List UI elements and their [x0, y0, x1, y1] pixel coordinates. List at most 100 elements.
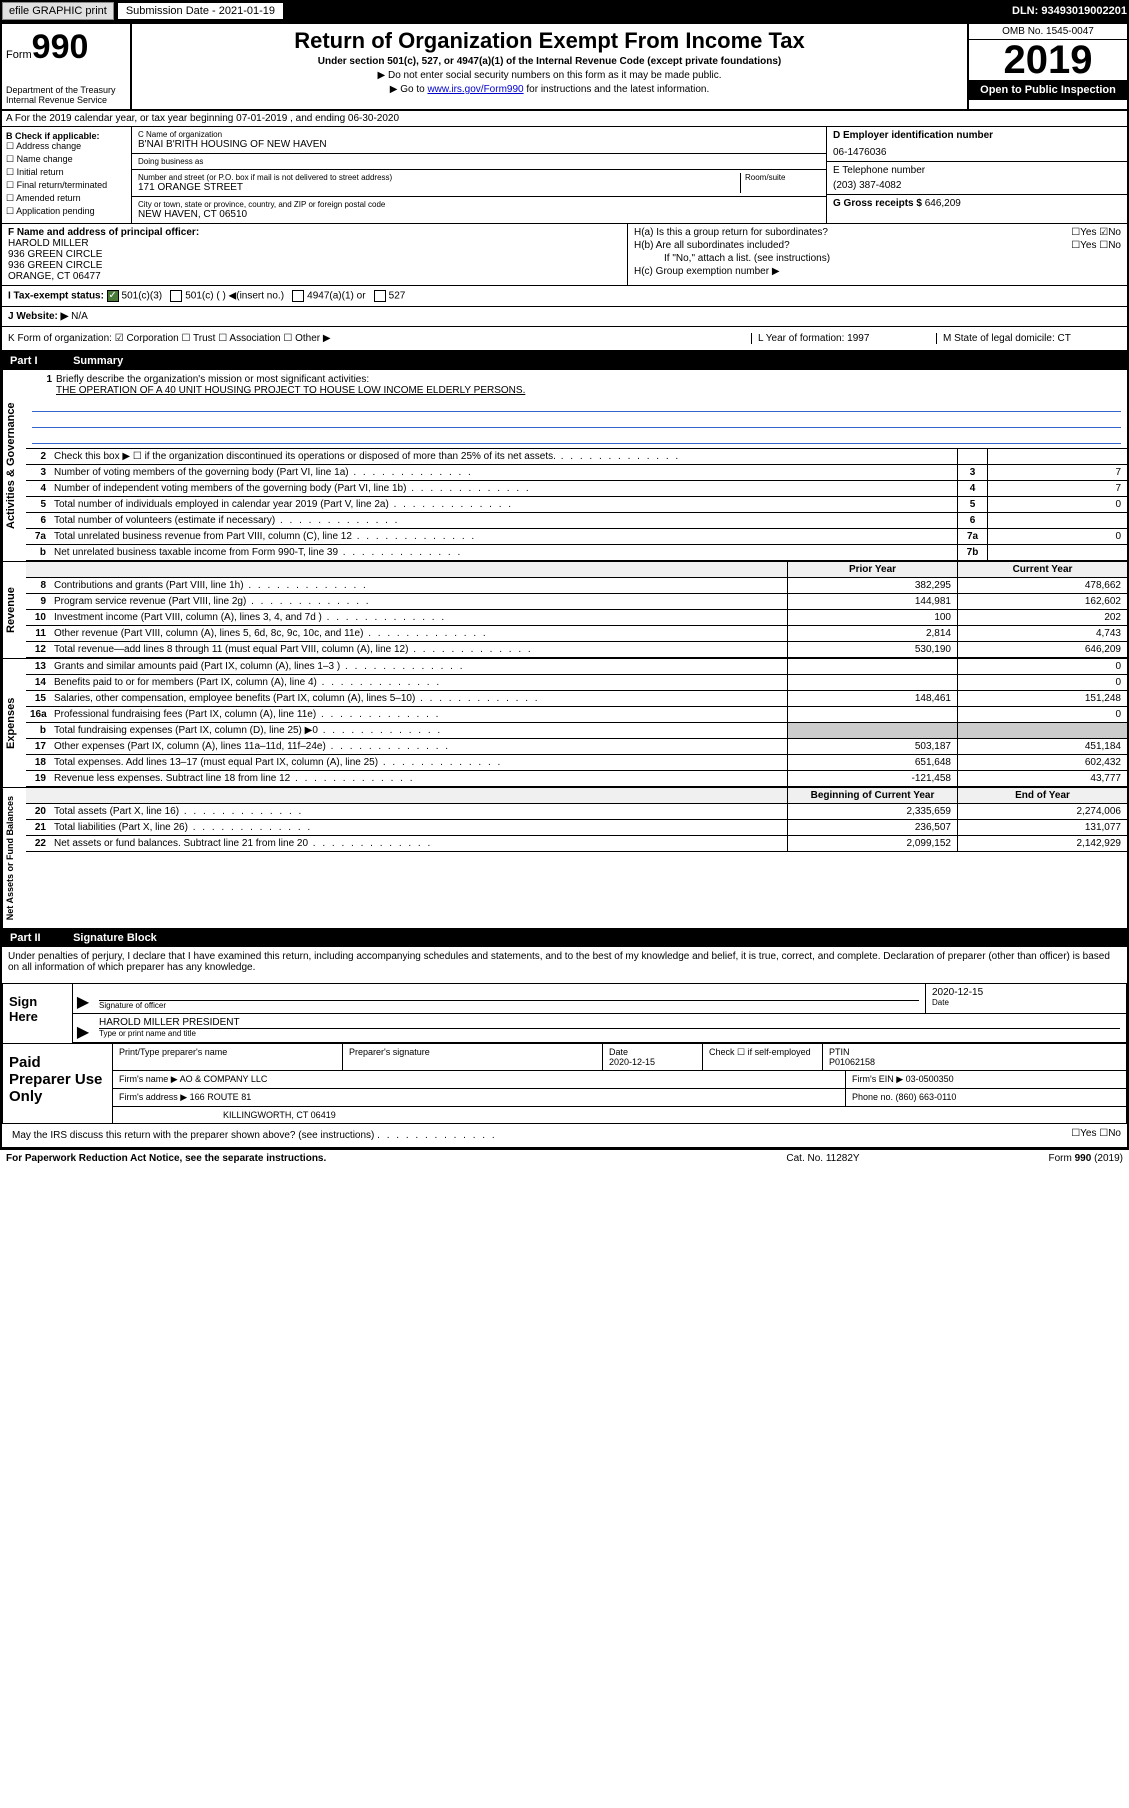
section-b-label: B Check if applicable:	[6, 131, 127, 141]
chk-final[interactable]: ☐ Final return/terminated	[6, 180, 127, 191]
current-year-val: 131,077	[957, 820, 1127, 835]
chk-4947[interactable]	[292, 290, 304, 302]
header-left: Form990 Department of the Treasury Inter…	[2, 24, 132, 109]
chk-amended[interactable]: ☐ Amended return	[6, 193, 127, 204]
row-num: 13	[26, 659, 50, 674]
current-year-val: 0	[957, 659, 1127, 674]
ha-row: H(a) Is this a group return for subordin…	[634, 227, 1121, 238]
row-i: I Tax-exempt status: ✓ 501(c)(3) 501(c) …	[2, 286, 1127, 307]
chk-name[interactable]: ☐ Name change	[6, 154, 127, 165]
row-num: b	[26, 723, 50, 738]
header-title-block: Return of Organization Exempt From Incom…	[132, 24, 967, 109]
gross-cell: G Gross receipts $ 646,209	[827, 195, 1127, 212]
begin-year-hdr: Beginning of Current Year	[787, 788, 957, 803]
row-klm: K Form of organization: ☑ Corporation ☐ …	[2, 327, 1127, 352]
current-year-val: 451,184	[957, 739, 1127, 754]
prep-date-label: Date	[609, 1047, 696, 1057]
gross-value: 646,209	[925, 198, 961, 209]
row-desc: Other expenses (Part IX, column (A), lin…	[50, 739, 787, 754]
row-a-tax-year: A For the 2019 calendar year, or tax yea…	[2, 111, 1127, 127]
chk-527[interactable]	[374, 290, 386, 302]
form-990-num: 990	[32, 28, 89, 66]
prior-year-val: 382,295	[787, 578, 957, 593]
dba-label: Doing business as	[138, 157, 820, 166]
city-value: NEW HAVEN, CT 06510	[138, 209, 820, 220]
prep-self-emp: Check ☐ if self-employed	[703, 1044, 823, 1070]
sig-officer-label: Signature of officer	[99, 1001, 919, 1010]
preparer-label: Paid Preparer Use Only	[3, 1044, 113, 1123]
current-year-val: 4,743	[957, 626, 1127, 641]
row-fh: F Name and address of principal officer:…	[2, 224, 1127, 286]
ein-cell: D Employer identification number 06-1476…	[827, 127, 1127, 162]
row-desc: Total number of volunteers (estimate if …	[50, 513, 957, 528]
part2-title: Signature Block	[73, 932, 157, 944]
row-desc: Contributions and grants (Part VIII, lin…	[50, 578, 787, 593]
num-row: 2 Check this box ▶ ☐ if the organization…	[26, 449, 1127, 465]
part2-num: Part II	[10, 932, 70, 944]
vtab-expenses: Expenses	[2, 659, 26, 787]
row-desc: Total fundraising expenses (Part IX, col…	[50, 723, 787, 738]
mission-num: 1	[32, 374, 56, 385]
officer-city: ORANGE, CT 06477	[8, 271, 101, 282]
fin-row: 8 Contributions and grants (Part VIII, l…	[26, 578, 1127, 594]
chk-501c3[interactable]: ✓	[107, 290, 119, 302]
prior-year-val: 651,648	[787, 755, 957, 770]
mission-label: Briefly describe the organization's miss…	[56, 374, 369, 385]
row-box-num: 4	[957, 481, 987, 496]
row-num: 14	[26, 675, 50, 690]
chk-initial[interactable]: ☐ Initial return	[6, 167, 127, 178]
toolbar: efile GRAPHIC print Submission Date - 20…	[0, 0, 1129, 22]
row-num: 19	[26, 771, 50, 786]
vtab-netassets: Net Assets or Fund Balances	[2, 788, 26, 928]
chk-address-label: Address change	[16, 141, 81, 151]
chk-initial-label: Initial return	[17, 167, 64, 177]
chk-pending[interactable]: ☐ Application pending	[6, 206, 127, 217]
expenses-block: Expenses 13 Grants and similar amounts p…	[2, 659, 1127, 788]
row-desc: Number of voting members of the governin…	[50, 465, 957, 480]
phone-label: E Telephone number	[833, 165, 1121, 176]
chk-address[interactable]: ☐ Address change	[6, 141, 127, 152]
arrow-icon: ▶	[73, 984, 93, 1013]
chk-pending-label: Application pending	[16, 206, 95, 216]
form990-link[interactable]: www.irs.gov/Form990	[427, 84, 523, 95]
chk-501c[interactable]	[170, 290, 182, 302]
mission-text: THE OPERATION OF A 40 UNIT HOUSING PROJE…	[32, 385, 1121, 396]
row-box-num: 3	[957, 465, 987, 480]
row-box-num	[957, 449, 987, 464]
row-desc: Professional fundraising fees (Part IX, …	[50, 707, 787, 722]
section-j: J Website: ▶ N/A	[2, 307, 1127, 327]
row-box-num: 6	[957, 513, 987, 528]
section-i: I Tax-exempt status: ✓ 501(c)(3) 501(c) …	[2, 286, 562, 306]
current-year-val: 202	[957, 610, 1127, 625]
efile-button[interactable]: efile GRAPHIC print	[2, 2, 114, 20]
part2-header: Part II Signature Block	[2, 929, 1127, 947]
org-name-label: C Name of organization	[138, 130, 820, 139]
prior-year-val: -121,458	[787, 771, 957, 786]
row-num: 6	[26, 513, 50, 528]
sig-name-label: Type or print name and title	[99, 1029, 1120, 1038]
row-num: 20	[26, 804, 50, 819]
footer: For Paperwork Reduction Act Notice, see …	[0, 1150, 1129, 1167]
dept-treasury: Department of the Treasury Internal Reve…	[6, 85, 126, 105]
addr-label: Number and street (or P.O. box if mail i…	[138, 173, 740, 182]
current-year-val: 151,248	[957, 691, 1127, 706]
fin-row: 22 Net assets or fund balances. Subtract…	[26, 836, 1127, 852]
arrow-icon: ▶	[73, 1014, 93, 1042]
prior-year-val: 236,507	[787, 820, 957, 835]
prior-year-val	[787, 707, 957, 722]
goto-note: ▶ Go to www.irs.gov/Form990 for instruct…	[136, 84, 963, 95]
fin-row: 11 Other revenue (Part VIII, column (A),…	[26, 626, 1127, 642]
row-num: 10	[26, 610, 50, 625]
firm-addr-label: Firm's address ▶	[119, 1092, 187, 1102]
addr-value: 171 ORANGE STREET	[138, 182, 740, 193]
row-desc: Program service revenue (Part VIII, line…	[50, 594, 787, 609]
section-h: H(a) Is this a group return for subordin…	[627, 224, 1127, 285]
fin-header: Prior Year Current Year	[26, 562, 1127, 578]
hb-ans: ☐Yes ☐No	[1071, 240, 1121, 251]
form-number: Form990	[6, 28, 126, 67]
row-num: 16a	[26, 707, 50, 722]
hb-row: H(b) Are all subordinates included? ☐Yes…	[634, 240, 1121, 251]
officer-addr2: 936 GREEN CIRCLE	[8, 260, 102, 271]
goto-post: for instructions and the latest informat…	[524, 84, 710, 95]
website-label: J Website: ▶	[8, 311, 68, 322]
